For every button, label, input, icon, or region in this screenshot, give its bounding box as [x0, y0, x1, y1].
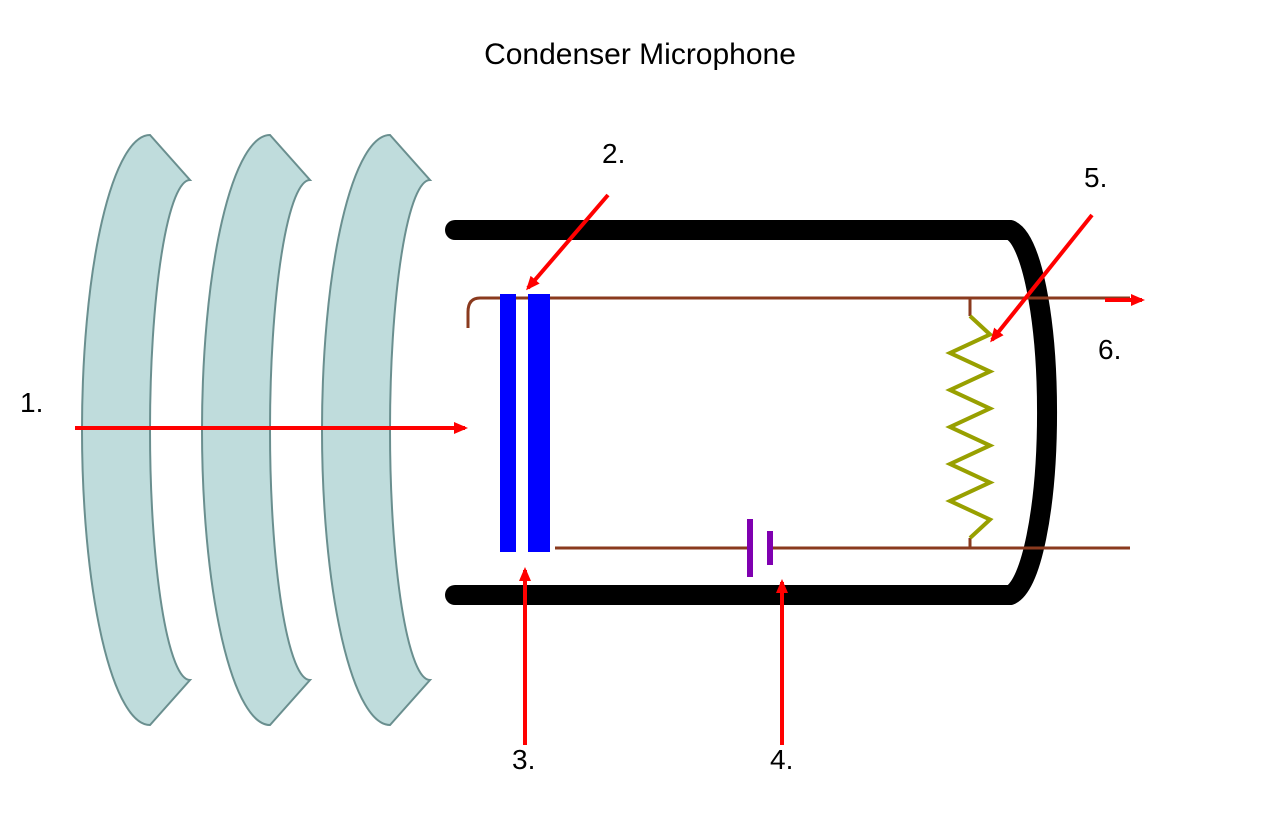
- capacitor-plate-right: [528, 294, 550, 552]
- label-6: 6.: [1098, 334, 1121, 366]
- label-1: 1.: [20, 387, 43, 419]
- condenser-microphone-diagram: [0, 0, 1280, 825]
- label-2: 2.: [602, 138, 625, 170]
- diagram-title: Condenser Microphone: [0, 38, 1280, 72]
- label-5: 5.: [1084, 162, 1107, 194]
- battery: [750, 519, 770, 577]
- label-4: 4.: [770, 744, 793, 776]
- housing-end: [1010, 230, 1047, 595]
- circuit-wires: [468, 298, 1130, 548]
- label-3: 3.: [512, 744, 535, 776]
- arrow-a2: [528, 195, 608, 288]
- resistor-zigzag: [950, 316, 990, 538]
- capacitor-plates: [500, 294, 550, 552]
- wire-top-hook: [468, 298, 498, 328]
- capacitor-plate-left: [500, 294, 516, 552]
- resistor: [950, 316, 990, 538]
